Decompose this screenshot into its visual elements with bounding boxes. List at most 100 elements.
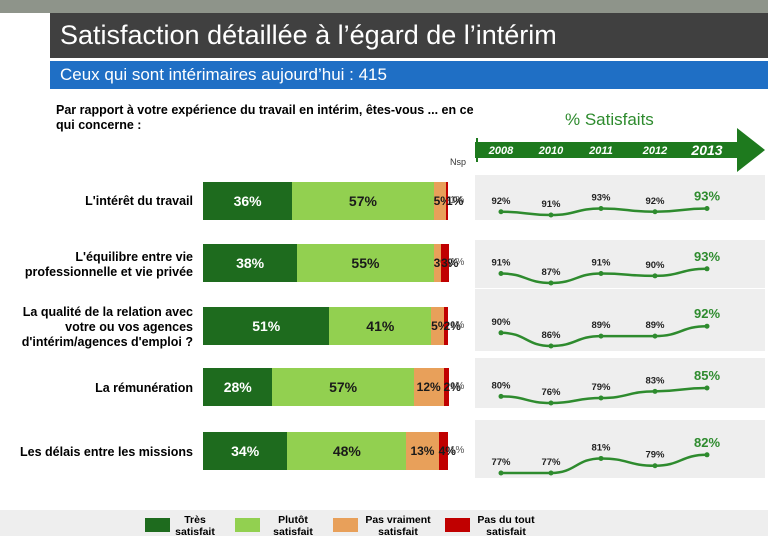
bar-value-label: 51% <box>252 318 281 334</box>
trend-title: % Satisfaits <box>565 110 654 129</box>
bar-value-label: 4% <box>438 444 456 458</box>
trend-value-label: 83% <box>645 375 665 386</box>
legend-swatch-plutot <box>235 518 260 532</box>
trend-point <box>498 330 504 336</box>
trend-line <box>501 453 708 475</box>
trend-point <box>704 206 710 211</box>
trend-point <box>704 323 710 329</box>
trend-point <box>548 343 554 349</box>
bar-row: 38% 55% 3%3% <box>203 244 459 282</box>
trend-value-label: 87% <box>541 267 561 278</box>
bar-value-label: 1% <box>446 194 464 208</box>
bar-value-label: 38% <box>236 255 265 271</box>
trend-panel: 90% 86% 89% 89% 92% <box>475 289 765 351</box>
trend-value-label: 80% <box>491 380 511 391</box>
nsp-value: 1% <box>450 320 465 331</box>
trend-value-label: 76% <box>541 387 561 398</box>
bar-segment-tres: 51% <box>203 307 330 345</box>
trend-value-label: 85% <box>694 368 720 383</box>
trend-panel: 80% 76% 79% 83% 85% <box>475 358 765 408</box>
bar-segment-plutot: 48% <box>287 432 407 470</box>
nsp-value: 1% <box>450 445 465 456</box>
bar-value-label: 57% <box>329 379 358 395</box>
bar-segment-tres: 28% <box>203 368 273 406</box>
bar-row: 34% 48% 13% 4% <box>203 432 456 470</box>
legend-label-plutot: Plutôt satisfait <box>273 514 313 538</box>
category-label: L'équilibre entre vie professionnelle et … <box>24 250 193 279</box>
bar-value-label: 28% <box>223 379 252 395</box>
legend-label-pas-vraiment: Pas vraiment satisfait <box>365 514 431 538</box>
bar-value-label: 48% <box>332 443 361 459</box>
trend-line-svg: 92% 91% 93% 92% 93% <box>491 189 720 218</box>
trend-point <box>652 463 658 469</box>
trend-value-label: 77% <box>541 457 561 468</box>
bar-value-label: 55% <box>351 255 380 271</box>
bar-value-label: 5% <box>433 194 451 208</box>
bar-segment-pasdt: 2% <box>443 307 461 345</box>
bar-segment-pasv: 3% <box>433 244 451 282</box>
bar-row: 51% 41% 5% 2% <box>203 307 461 345</box>
bar-value-label: 41% <box>366 318 395 334</box>
legend-label-pas-du-tout: Pas du tout satisfait <box>477 514 535 538</box>
trend-value-label: 93% <box>591 193 611 204</box>
bar-value-label: 12% <box>416 380 441 394</box>
bar-row: 28% 57% 12% 2% <box>203 368 461 406</box>
year-label: 2010 <box>538 145 564 157</box>
trend-line <box>500 207 708 217</box>
trend-point <box>652 388 658 394</box>
nsp-header: Nsp <box>450 157 467 167</box>
trend-point <box>548 470 554 476</box>
bar-segment-pasdt: 4% <box>438 432 456 470</box>
trend-value-label: 92% <box>645 196 665 207</box>
bar-segment-pasv: 5% <box>433 182 451 220</box>
trend-panel: 77% 77% 81% 79% 82% <box>475 420 765 478</box>
nsp-value: 1% <box>450 195 465 206</box>
bar-value-label: 36% <box>233 193 262 209</box>
bar-value-label: 34% <box>231 443 260 459</box>
bar-segment-pasdt: 3% <box>441 244 459 282</box>
trend-point <box>598 333 604 339</box>
trend-value-label: 90% <box>491 317 511 328</box>
bar-value-label: 3% <box>441 256 459 270</box>
category-label: La qualité de la relation avec votre ou v… <box>21 305 193 349</box>
bar-segment-tres: 38% <box>203 244 298 282</box>
year-label: 2011 <box>588 145 613 157</box>
trend-point <box>704 385 710 391</box>
year-arrow: 2008 2010 2011 2012 2013 <box>475 128 765 172</box>
trend-value-label: 91% <box>491 258 511 269</box>
bar-segment-pasdt: 2% <box>443 368 461 406</box>
bar-segment-pasv: 12% <box>413 368 444 406</box>
year-label: 2008 <box>488 145 514 157</box>
category-label: Les délais entre les missions <box>20 445 193 459</box>
trend-value-label: 89% <box>591 320 611 331</box>
trend-point <box>704 266 710 272</box>
year-arrow-shape <box>475 128 765 172</box>
legend-label-tres: Très satisfait <box>175 514 215 538</box>
trend-value-label: 89% <box>645 320 665 331</box>
bar-segment-pasdt: 1% <box>446 182 464 220</box>
bar-value-label: 3% <box>434 256 451 270</box>
trend-value-label: 91% <box>591 258 611 269</box>
nsp-value: 1% <box>450 257 465 268</box>
legend-swatch-tres <box>145 518 170 532</box>
trend-line-svg: 77% 77% 81% 79% 82% <box>491 435 720 476</box>
category-label: La rémunération <box>95 381 193 395</box>
trend-point <box>598 206 604 211</box>
top-decor-strip <box>0 0 768 13</box>
bar-segment-tres: 34% <box>203 432 288 470</box>
trend-value-label: 93% <box>694 249 720 264</box>
trend-point <box>498 209 504 215</box>
trend-value-label: 79% <box>591 382 611 393</box>
trend-point <box>652 209 658 215</box>
page-subtitle: Ceux qui sont intérimaires aujourd’hui :… <box>50 61 768 89</box>
question-text: Par rapport à votre expérience du travai… <box>56 103 474 132</box>
year-label: 2013 <box>690 142 722 158</box>
trend-point <box>498 470 504 476</box>
trend-point <box>652 273 658 279</box>
trend-value-label: 79% <box>645 450 665 461</box>
bar-value-label: 5% <box>431 319 449 333</box>
bar-value-label: 13% <box>410 444 435 458</box>
trend-point <box>498 393 504 399</box>
year-label: 2012 <box>642 145 667 157</box>
nsp-value: 1% <box>450 381 465 392</box>
